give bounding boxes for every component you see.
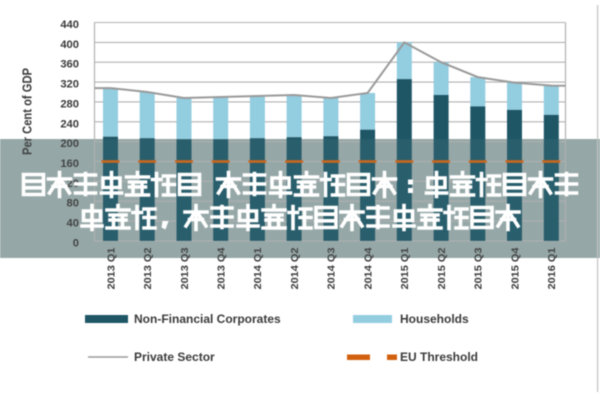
svg-text:EU Threshold: EU Threshold [400, 350, 478, 364]
svg-text:2015 Q1: 2015 Q1 [399, 247, 411, 289]
svg-text:2014 Q2: 2014 Q2 [289, 247, 301, 289]
svg-text:280: 280 [60, 98, 79, 110]
svg-text:160: 160 [60, 158, 79, 170]
svg-text:360: 360 [60, 59, 79, 71]
svg-text:2014 Q1: 2014 Q1 [252, 247, 264, 289]
svg-text:200: 200 [60, 138, 79, 150]
svg-text:0: 0 [73, 237, 79, 249]
svg-text:80: 80 [67, 198, 79, 210]
svg-text:40: 40 [67, 218, 79, 230]
svg-text:Non-Financial Corporates: Non-Financial Corporates [134, 312, 281, 326]
svg-text:400: 400 [60, 39, 79, 51]
svg-text:2016 Q1: 2016 Q1 [546, 247, 558, 289]
svg-text:2015 Q2: 2015 Q2 [436, 247, 448, 289]
svg-text:Per Cent of GDP: Per Cent of GDP [21, 68, 35, 155]
svg-text:Households: Households [400, 312, 469, 326]
svg-text:2015 Q3: 2015 Q3 [473, 247, 485, 289]
svg-text:2013 Q3: 2013 Q3 [179, 247, 191, 289]
svg-text:440: 440 [60, 19, 79, 31]
svg-text:240: 240 [60, 118, 79, 130]
svg-text:2015 Q4: 2015 Q4 [509, 247, 521, 289]
svg-text:2014 Q4: 2014 Q4 [362, 247, 374, 289]
svg-text:2013 Q1: 2013 Q1 [105, 247, 117, 289]
svg-text:320: 320 [60, 79, 79, 91]
svg-text:2014 Q3: 2014 Q3 [326, 247, 338, 289]
svg-text:2013 Q2: 2013 Q2 [142, 247, 154, 289]
svg-text:2013 Q4: 2013 Q4 [216, 247, 228, 289]
svg-text:Private Sector: Private Sector [134, 350, 215, 364]
